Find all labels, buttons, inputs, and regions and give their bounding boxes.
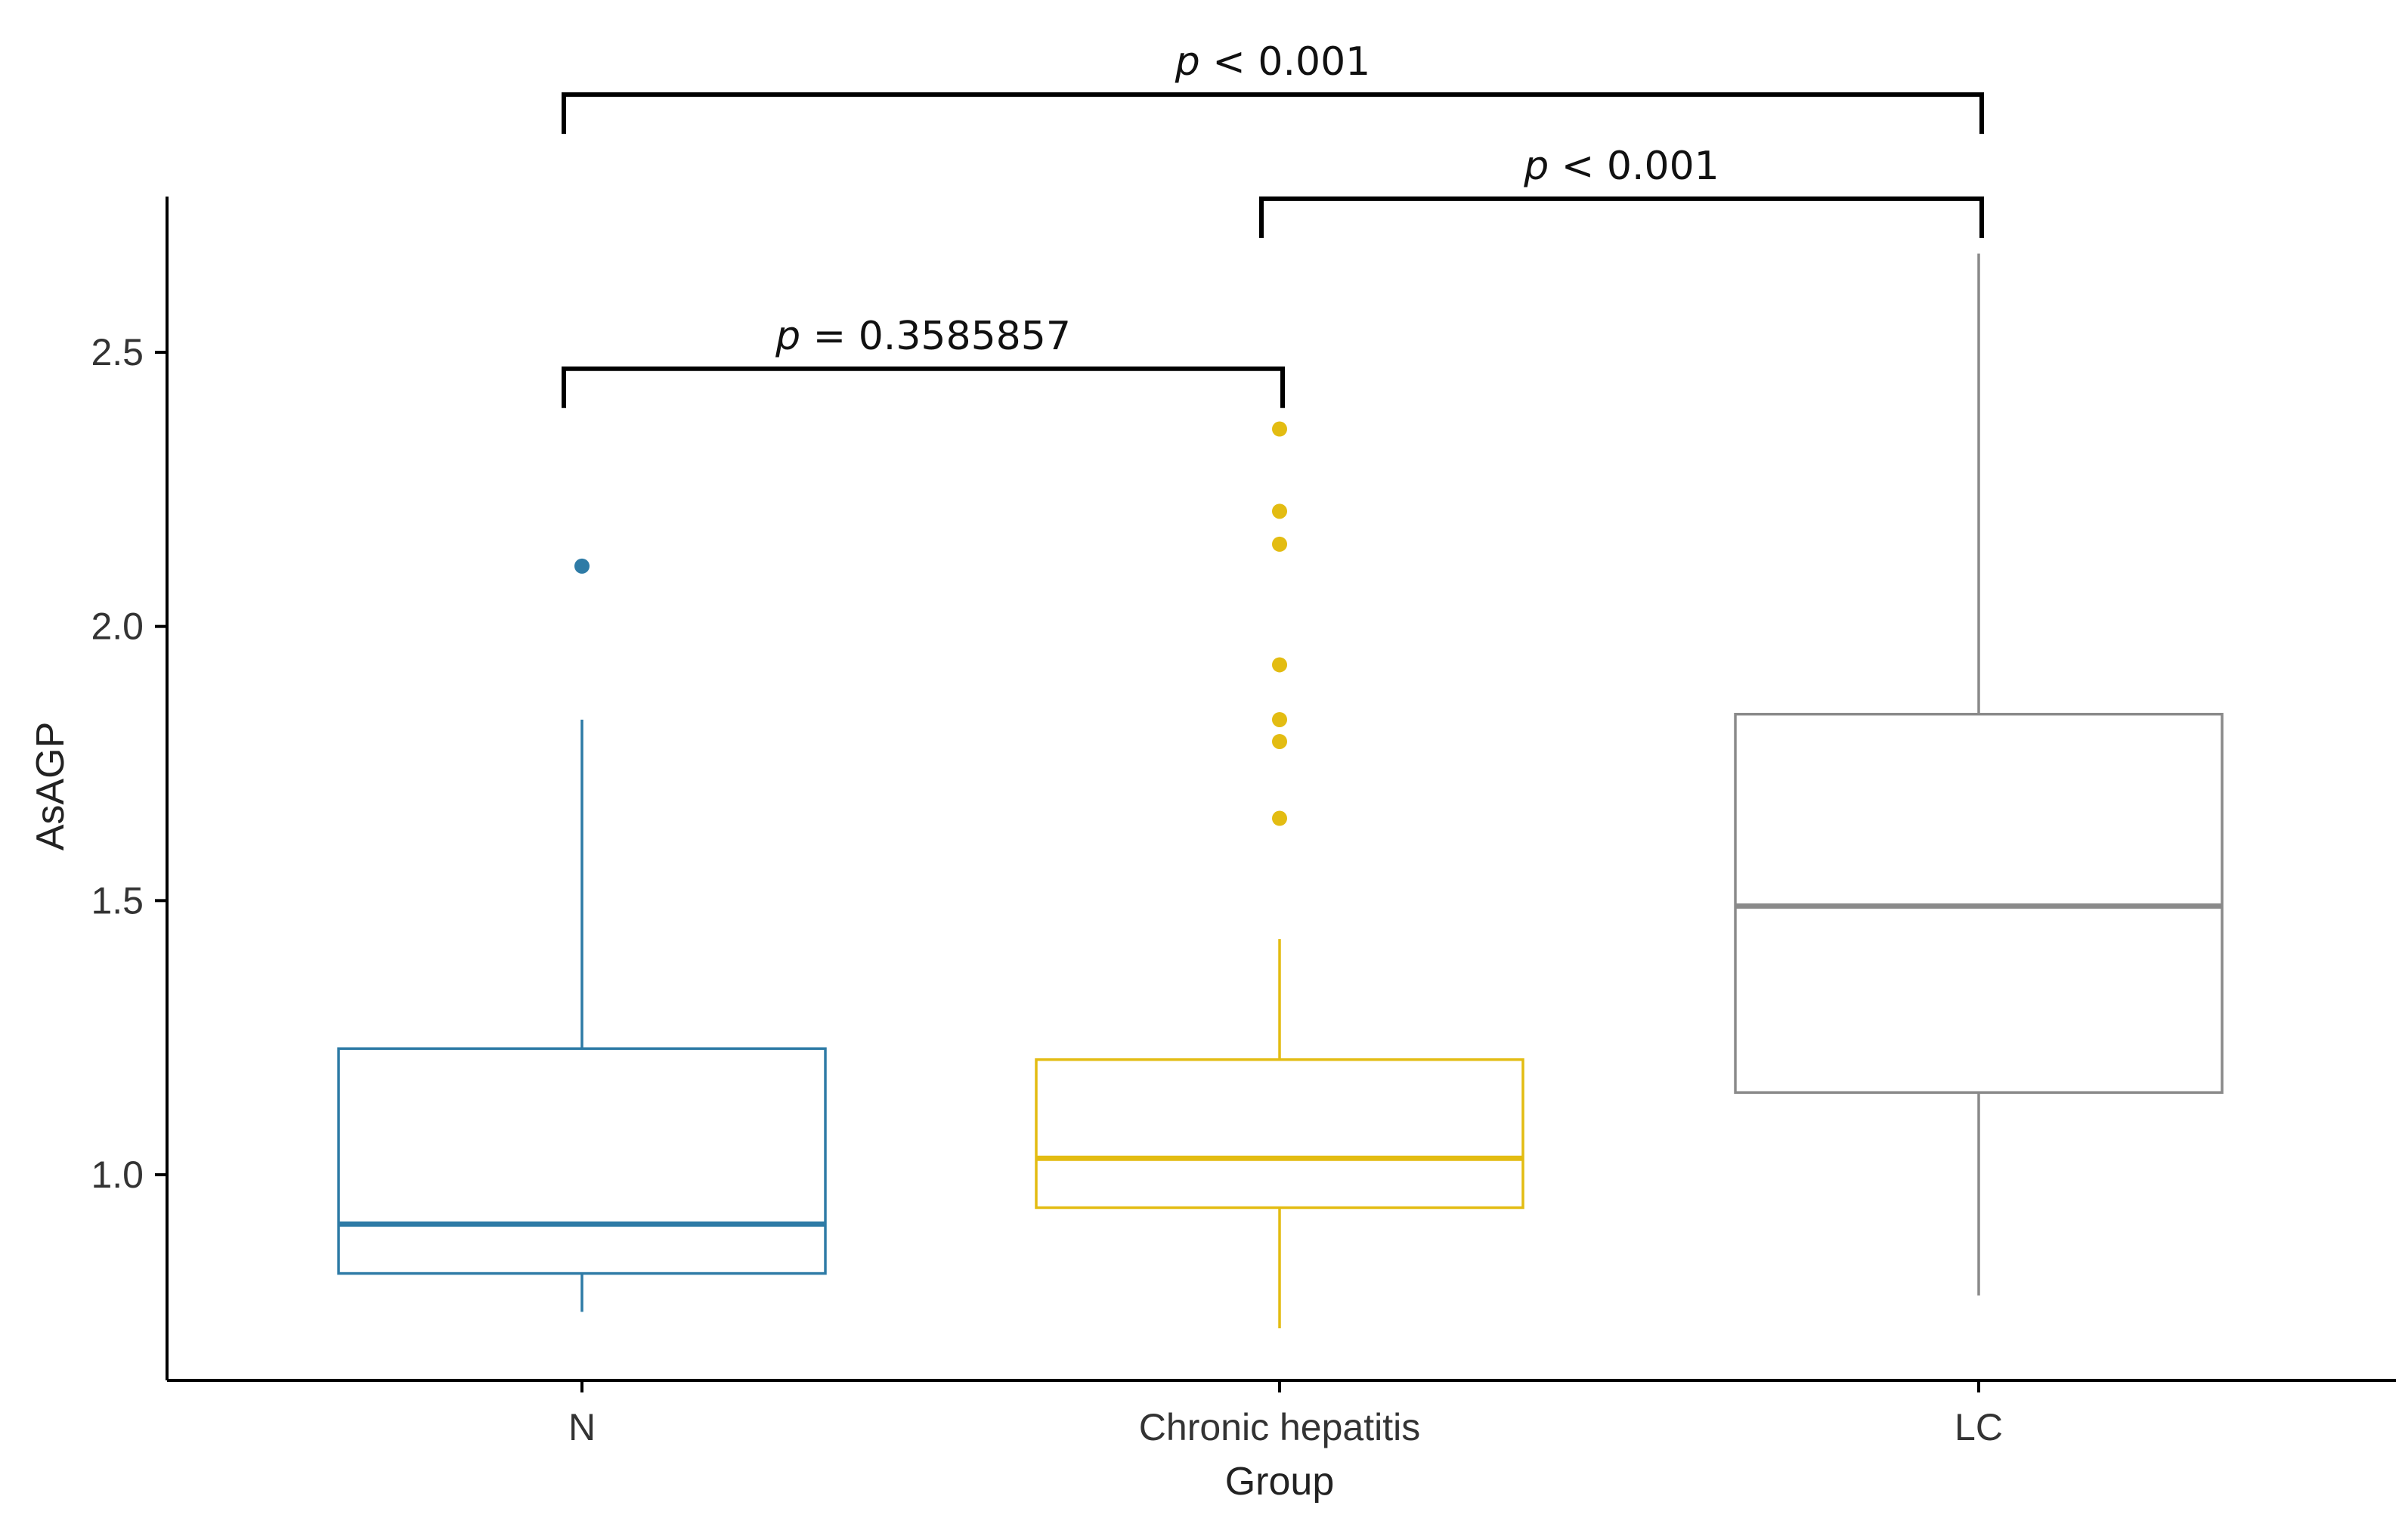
p-value-text: = 0.3585857 — [800, 314, 1071, 359]
p-symbol: p — [775, 314, 800, 359]
outlier-point — [1272, 733, 1287, 749]
significance-bracket: p = 0.3585857 — [562, 314, 1285, 408]
bracket-line — [562, 92, 1984, 135]
significance-bracket: p < 0.001 — [562, 39, 1984, 135]
p-value-text: < 0.001 — [1549, 144, 1719, 189]
p-symbol: p — [1523, 144, 1549, 189]
iqr-box — [1035, 1058, 1524, 1210]
x-tick-label: Chronic hepatitis — [1139, 1406, 1420, 1448]
bracket-line — [562, 366, 1285, 408]
p-value-text: < 0.001 — [1200, 39, 1371, 85]
outlier-point — [1272, 421, 1287, 437]
p-value-label: p < 0.001 — [1523, 144, 1719, 189]
p-value-label: p < 0.001 — [1175, 39, 1371, 85]
x-ticks: N Chronic hepatitis LC — [568, 1380, 2003, 1448]
boxes — [337, 253, 2224, 1329]
y-tick-label: 1.0 — [91, 1154, 144, 1196]
outlier-point — [1272, 711, 1287, 727]
y-tick-label: 2.5 — [91, 331, 144, 373]
y-ticks: 1.0 1.5 2.0 2.5 — [91, 331, 167, 1196]
p-value-label: p = 0.3585857 — [775, 314, 1071, 359]
bracket-line — [1259, 196, 1984, 238]
y-tick-label: 2.0 — [91, 606, 144, 648]
x-tick-label: LC — [1955, 1406, 2003, 1448]
box-chronic-hepatitis — [1035, 421, 1524, 1329]
x-tick-label: N — [568, 1406, 596, 1448]
box-n — [337, 558, 827, 1312]
outlier-point — [1272, 503, 1287, 519]
x-axis-title: Group — [1225, 1460, 1335, 1504]
y-tick-label: 1.5 — [91, 879, 144, 922]
outlier-point — [1272, 536, 1287, 552]
significance-bracket: p < 0.001 — [1259, 144, 1984, 238]
iqr-box — [337, 1047, 827, 1275]
iqr-box — [1734, 712, 2224, 1094]
y-axis-title: AsAGP — [29, 722, 73, 851]
axes — [166, 197, 2396, 1382]
p-symbol: p — [1175, 39, 1200, 85]
outlier-point — [574, 558, 590, 574]
outlier-point — [1272, 810, 1287, 826]
outlier-point — [1272, 657, 1287, 673]
box-lc — [1734, 253, 2224, 1296]
